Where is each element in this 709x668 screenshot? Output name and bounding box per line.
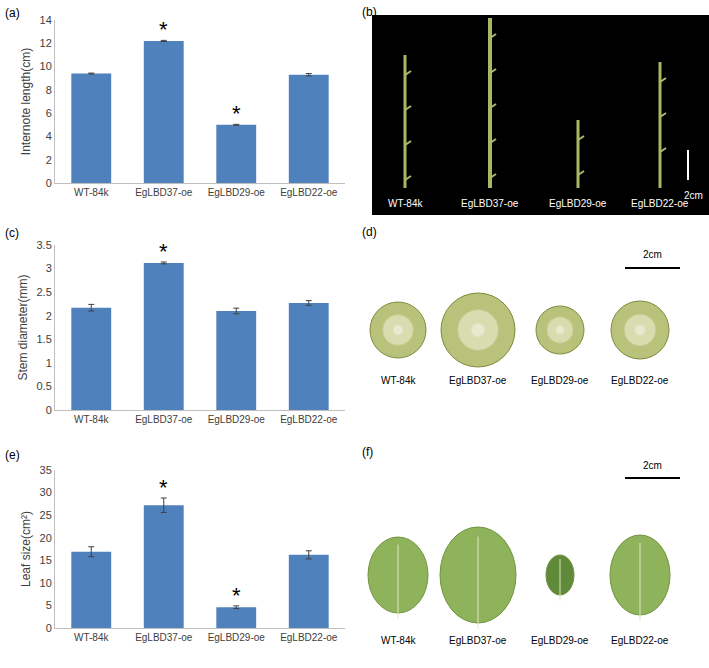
svg-text:EgLBD22-oe: EgLBD22-oe bbox=[611, 635, 669, 646]
svg-text:*: * bbox=[159, 475, 168, 500]
svg-text:EgLBD37-oe: EgLBD37-oe bbox=[135, 187, 193, 198]
svg-text:35: 35 bbox=[40, 464, 52, 476]
svg-text:3: 3 bbox=[46, 262, 52, 274]
svg-text:EgLBD22-oe: EgLBD22-oe bbox=[631, 198, 689, 209]
svg-text:WT-84k: WT-84k bbox=[74, 632, 109, 643]
svg-text:1.5: 1.5 bbox=[37, 333, 52, 345]
svg-text:2.5: 2.5 bbox=[37, 286, 52, 298]
svg-text:(c): (c) bbox=[5, 226, 19, 240]
svg-text:*: * bbox=[159, 239, 168, 264]
svg-text:10: 10 bbox=[40, 577, 52, 589]
svg-text:1: 1 bbox=[46, 357, 52, 369]
svg-text:EgLBD37-oe: EgLBD37-oe bbox=[135, 632, 193, 643]
svg-text:2cm: 2cm bbox=[684, 190, 703, 201]
svg-text:0: 0 bbox=[46, 404, 52, 416]
svg-text:WT-84k: WT-84k bbox=[388, 198, 423, 209]
svg-text:WT-84k: WT-84k bbox=[74, 414, 109, 425]
svg-text:EgLBD29-oe: EgLBD29-oe bbox=[549, 198, 607, 209]
svg-text:EgLBD37-oe: EgLBD37-oe bbox=[449, 635, 507, 646]
svg-text:12: 12 bbox=[40, 37, 52, 49]
svg-text:(d): (d) bbox=[362, 225, 377, 239]
svg-text:0.5: 0.5 bbox=[37, 380, 52, 392]
svg-text:EgLBD37-oe: EgLBD37-oe bbox=[461, 198, 519, 209]
svg-text:Stem diameter(mm): Stem diameter(mm) bbox=[16, 274, 30, 380]
svg-text:3.5: 3.5 bbox=[37, 239, 52, 251]
svg-text:EgLBD29-oe: EgLBD29-oe bbox=[208, 187, 266, 198]
svg-text:WT-84k: WT-84k bbox=[381, 375, 416, 386]
svg-text:2: 2 bbox=[46, 154, 52, 166]
svg-text:*: * bbox=[232, 583, 241, 608]
svg-text:2: 2 bbox=[46, 310, 52, 322]
svg-text:EgLBD22-oe: EgLBD22-oe bbox=[280, 187, 338, 198]
svg-text:EgLBD29-oe: EgLBD29-oe bbox=[531, 635, 589, 646]
svg-text:14: 14 bbox=[40, 14, 52, 26]
svg-text:0: 0 bbox=[46, 177, 52, 189]
svg-text:EgLBD29-oe: EgLBD29-oe bbox=[531, 375, 589, 386]
svg-text:(f): (f) bbox=[362, 445, 373, 459]
svg-text:15: 15 bbox=[40, 554, 52, 566]
svg-text:EgLBD22-oe: EgLBD22-oe bbox=[280, 632, 338, 643]
svg-text:10: 10 bbox=[40, 60, 52, 72]
svg-text:EgLBD29-oe: EgLBD29-oe bbox=[208, 632, 266, 643]
svg-text:2cm: 2cm bbox=[643, 249, 662, 260]
svg-text:20: 20 bbox=[40, 532, 52, 544]
svg-text:(e): (e) bbox=[5, 448, 20, 462]
svg-text:EgLBD37-oe: EgLBD37-oe bbox=[449, 375, 507, 386]
svg-text:EgLBD29-oe: EgLBD29-oe bbox=[208, 414, 266, 425]
svg-text:(b): (b) bbox=[362, 5, 377, 19]
svg-text:8: 8 bbox=[46, 84, 52, 96]
svg-text:Leaf size(cm²): Leaf size(cm²) bbox=[19, 511, 33, 587]
svg-text:5: 5 bbox=[46, 599, 52, 611]
svg-text:Internote length(cm): Internote length(cm) bbox=[19, 48, 33, 155]
svg-text:WT-84k: WT-84k bbox=[74, 187, 109, 198]
svg-text:*: * bbox=[159, 17, 168, 42]
svg-text:EgLBD37-oe: EgLBD37-oe bbox=[135, 414, 193, 425]
svg-text:25: 25 bbox=[40, 509, 52, 521]
svg-text:EgLBD22-oe: EgLBD22-oe bbox=[611, 375, 669, 386]
svg-text:30: 30 bbox=[40, 486, 52, 498]
svg-text:0: 0 bbox=[46, 622, 52, 634]
svg-text:*: * bbox=[232, 101, 241, 126]
svg-text:2cm: 2cm bbox=[643, 460, 662, 471]
svg-text:WT-84k: WT-84k bbox=[381, 635, 416, 646]
svg-text:4: 4 bbox=[46, 130, 52, 142]
svg-text:6: 6 bbox=[46, 107, 52, 119]
svg-text:(a): (a) bbox=[5, 6, 20, 20]
svg-text:EgLBD22-oe: EgLBD22-oe bbox=[280, 414, 338, 425]
